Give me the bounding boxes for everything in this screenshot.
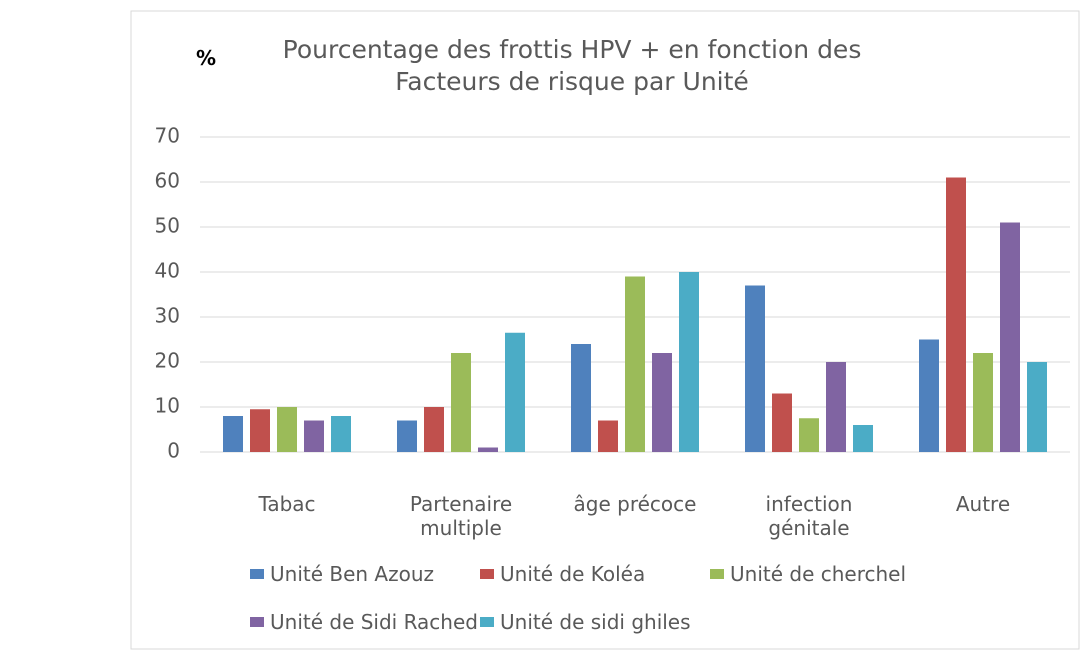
bar — [625, 276, 645, 452]
x-tick-label: Partenaire multiple — [409, 492, 513, 540]
bar — [973, 353, 993, 452]
y-tick-label: 30 — [155, 304, 180, 328]
bar — [919, 339, 939, 452]
legend-swatch — [480, 569, 494, 579]
bar — [397, 420, 417, 452]
bar — [745, 285, 765, 452]
bar — [853, 425, 873, 452]
legend-label: Unité de Sidi Rached — [270, 610, 478, 634]
x-tick-label: âge précoce — [573, 492, 697, 516]
bar — [946, 177, 966, 452]
bar — [772, 393, 792, 452]
y-tick-label: 60 — [155, 169, 180, 193]
bar — [478, 447, 498, 452]
y-tick-label: 40 — [155, 259, 180, 283]
bar — [505, 332, 525, 452]
bar — [304, 420, 324, 452]
y-axis-label: % — [196, 46, 217, 70]
x-tick-label: infection génitale — [765, 492, 853, 540]
bar — [277, 407, 297, 452]
y-tick-label: 20 — [155, 349, 180, 373]
legend-label: Unité de sidi ghiles — [500, 610, 691, 634]
legend-label: Unité Ben Azouz — [270, 562, 435, 586]
legend-item: Unité de cherchel — [710, 550, 940, 598]
x-tick-label: Autre — [955, 492, 1011, 516]
bar — [598, 420, 618, 452]
bar — [451, 353, 471, 452]
bar — [679, 272, 699, 452]
legend-label: Unité de Koléa — [500, 562, 646, 586]
y-tick-label: 0 — [167, 439, 180, 463]
bar — [1027, 362, 1047, 452]
bar — [424, 407, 444, 452]
x-tick-label: Tabac — [258, 492, 316, 516]
legend-item: Unité de Sidi Rached — [250, 598, 480, 646]
legend-swatch — [250, 617, 264, 627]
legend-swatch — [480, 617, 494, 627]
legend-swatch — [250, 569, 264, 579]
y-tick-label: 10 — [155, 394, 180, 418]
legend-label: Unité de cherchel — [730, 562, 907, 586]
bar — [799, 418, 819, 452]
bar — [652, 353, 672, 452]
bar — [571, 344, 591, 452]
bar — [331, 416, 351, 452]
bar — [250, 409, 270, 452]
chart-title: Pourcentage des frottis HPV + en fonctio… — [282, 35, 862, 96]
legend-item: Unité de Koléa — [480, 550, 710, 598]
legend-item: Unité Ben Azouz — [250, 550, 480, 598]
chart-border — [130, 10, 1080, 650]
bar — [223, 416, 243, 452]
bar — [826, 362, 846, 452]
bar — [1000, 222, 1020, 452]
legend-item: Unité de sidi ghiles — [480, 598, 710, 646]
legend-swatch — [710, 569, 724, 579]
y-tick-label: 70 — [155, 124, 180, 148]
y-tick-label: 50 — [155, 214, 180, 238]
legend: Unité Ben Azouz Unité de Koléa Unité de ch… — [250, 550, 950, 646]
